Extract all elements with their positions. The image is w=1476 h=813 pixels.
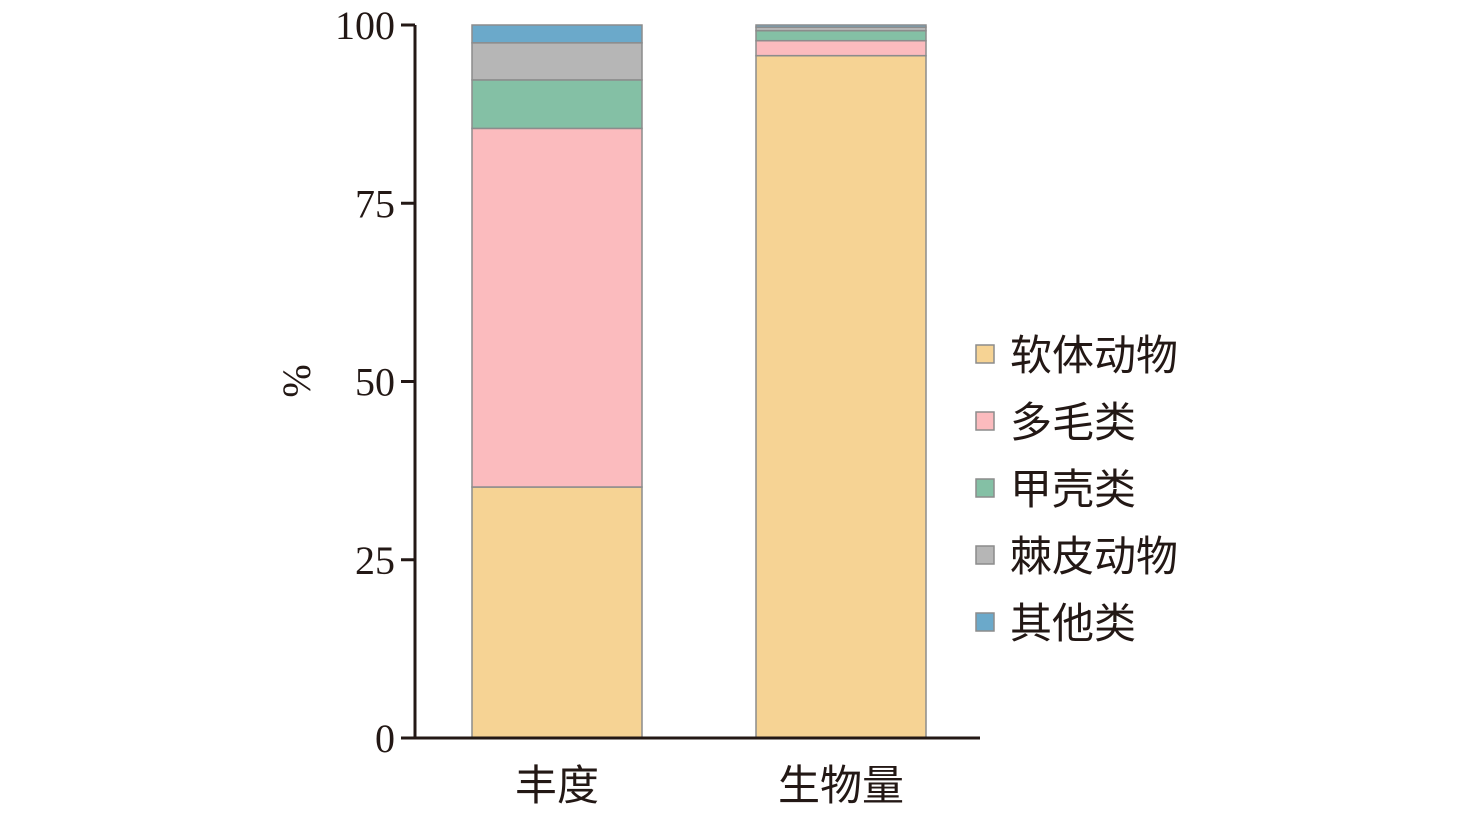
legend-label: 甲壳类 (1010, 465, 1136, 514)
bar-segment (471, 42, 643, 81)
x-labels-group: 丰度 生物量 (515, 761, 904, 810)
legend-label: 棘皮动物 (1010, 532, 1178, 581)
bar-segment (471, 127, 643, 488)
x-category-label: 丰度 (515, 761, 599, 810)
legend-swatch (975, 411, 995, 431)
legend-label: 软体动物 (1010, 331, 1178, 380)
bars-group (471, 24, 927, 739)
axes-group: 0 25 50 75 100 丰度 生物量 % (274, 3, 980, 810)
y-tick-label: 0 (375, 716, 395, 761)
bar-segment (755, 29, 927, 42)
y-tick-label: 50 (355, 360, 395, 405)
y-ticks-group: 0 25 50 75 100 (335, 3, 415, 761)
bar-segment (471, 79, 643, 130)
legend-swatch (975, 344, 995, 364)
x-category-label: 生物量 (778, 761, 904, 810)
legend-label: 其他类 (1010, 599, 1136, 648)
legend-label: 多毛类 (1010, 398, 1136, 447)
y-tick-label: 100 (335, 3, 395, 48)
bar-segment (471, 486, 643, 739)
y-axis-label: % (274, 364, 319, 397)
legend-swatch (975, 478, 995, 498)
y-tick-label: 75 (355, 181, 395, 226)
bar-segment (755, 39, 927, 57)
legend-swatch (975, 545, 995, 565)
legend-swatch (975, 612, 995, 632)
bar-segment (755, 54, 927, 739)
y-tick-label: 25 (355, 538, 395, 583)
bar-segment (471, 24, 643, 44)
bar-segment (755, 24, 927, 28)
